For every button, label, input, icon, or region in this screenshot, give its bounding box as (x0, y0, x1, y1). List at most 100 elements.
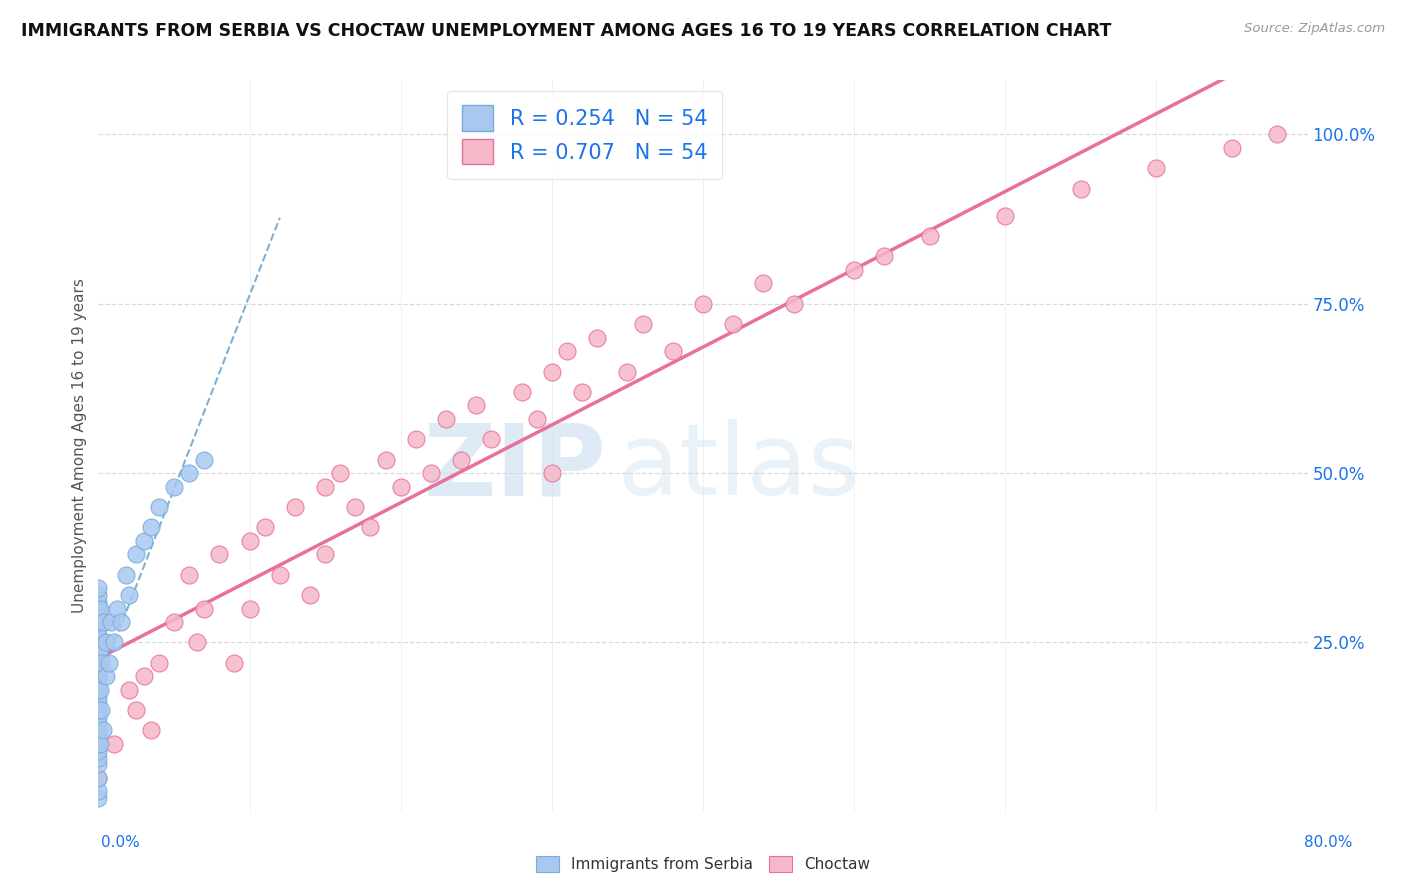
Point (87, 595, 110, 609)
Point (269, 567, 291, 582)
Point (148, 500, 170, 514)
Point (783, 297, 806, 311)
Text: atlas: atlas (619, 419, 860, 516)
Point (661, 344, 683, 359)
Point (87, 744, 110, 758)
Point (89, 601, 111, 615)
Point (87, 642, 110, 657)
Point (87, 784, 110, 798)
Point (141, 723, 163, 738)
Point (87, 629, 110, 643)
Point (163, 480, 186, 494)
Point (918, 229, 941, 244)
Point (89, 682, 111, 697)
Point (540, 466, 562, 480)
Point (186, 635, 208, 649)
Point (465, 398, 488, 412)
Point (844, 263, 866, 277)
Text: ZIP: ZIP (423, 419, 606, 516)
Point (450, 452, 472, 467)
Point (224, 656, 246, 670)
Text: IMMIGRANTS FROM SERBIA VS CHOCTAW UNEMPLOYMENT AMONG AGES 16 TO 19 YEARS CORRELA: IMMIGRANTS FROM SERBIA VS CHOCTAW UNEMPL… (21, 22, 1112, 40)
Y-axis label: Unemployment Among Ages 16 to 19 years: Unemployment Among Ages 16 to 19 years (72, 278, 87, 614)
Point (193, 452, 215, 467)
Point (87, 730, 110, 744)
Point (510, 384, 533, 399)
Point (132, 669, 155, 683)
Point (87, 648, 110, 663)
Point (284, 500, 307, 514)
Point (253, 520, 276, 534)
Point (87, 750, 110, 764)
Point (420, 466, 443, 480)
Point (873, 249, 896, 263)
Point (1220, 141, 1243, 155)
Point (94, 669, 117, 683)
Text: 80.0%: 80.0% (1305, 836, 1353, 850)
Point (239, 533, 262, 548)
Point (434, 412, 457, 426)
Text: Source: ZipAtlas.com: Source: ZipAtlas.com (1244, 22, 1385, 36)
Point (91, 723, 114, 738)
Point (118, 588, 141, 602)
Point (1144, 161, 1167, 176)
Point (87, 716, 110, 731)
Point (87, 690, 110, 704)
Point (87, 697, 110, 711)
Point (114, 567, 136, 582)
Point (87, 757, 110, 772)
Point (87, 656, 110, 670)
Point (87, 635, 110, 649)
Point (103, 737, 125, 751)
Point (994, 209, 1017, 223)
Point (90, 656, 112, 670)
Point (125, 547, 148, 561)
Point (87, 615, 110, 629)
Point (1070, 181, 1092, 195)
Point (193, 601, 215, 615)
Point (89, 642, 111, 657)
Point (141, 520, 163, 534)
Point (314, 480, 336, 494)
Point (148, 656, 170, 670)
Point (481, 432, 503, 446)
Point (87, 737, 110, 751)
Point (98, 656, 121, 670)
Point (405, 432, 427, 446)
Point (208, 547, 231, 561)
Point (90, 703, 112, 717)
Point (360, 520, 382, 534)
Point (87, 791, 110, 805)
Point (87, 771, 110, 785)
Point (87, 771, 110, 785)
Point (389, 480, 412, 494)
Point (132, 533, 155, 548)
Point (94, 635, 117, 649)
Point (118, 682, 141, 697)
Point (87, 601, 110, 615)
Point (616, 364, 638, 378)
Point (299, 588, 322, 602)
Point (314, 547, 336, 561)
Point (87, 588, 110, 602)
Point (179, 567, 201, 582)
Point (1267, 128, 1289, 142)
Point (723, 317, 745, 331)
Point (105, 601, 128, 615)
Point (586, 331, 609, 345)
Point (526, 412, 548, 426)
Point (555, 344, 578, 359)
Point (239, 601, 262, 615)
Point (100, 615, 122, 629)
Legend: R = 0.254   N = 54, R = 0.707   N = 54: R = 0.254 N = 54, R = 0.707 N = 54 (447, 91, 723, 179)
Point (540, 364, 562, 378)
Point (103, 635, 125, 649)
Point (571, 384, 593, 399)
Point (87, 723, 110, 738)
Point (87, 710, 110, 724)
Point (125, 703, 148, 717)
Text: 0.0%: 0.0% (101, 836, 141, 850)
Point (89, 737, 111, 751)
Point (87, 676, 110, 690)
Point (329, 466, 352, 480)
